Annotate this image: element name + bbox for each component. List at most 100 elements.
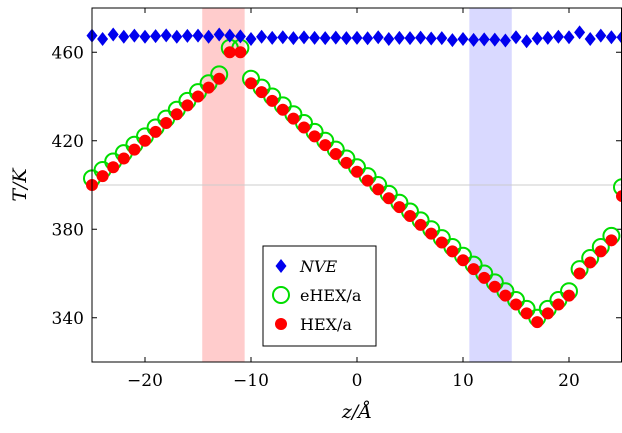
data-point [531,31,543,46]
data-point [457,31,469,46]
data-point [436,31,448,46]
data-point [287,31,299,46]
data-point [340,156,353,169]
data-point [150,29,162,44]
x-tick-label: 20 [558,371,580,391]
data-point [616,190,622,203]
data-point [446,33,458,48]
data-point [563,30,575,45]
legend-marker [275,259,287,273]
data-point [393,201,406,214]
data-point [245,77,257,90]
data-point [128,28,140,43]
data-point [361,174,374,187]
series-nve [86,25,622,49]
legend-marker [275,318,287,330]
data-point [160,117,173,130]
data-point [478,32,490,47]
data-point [478,271,491,284]
data-point [372,30,384,45]
data-point [329,148,342,161]
data-point [266,30,278,45]
data-point [224,28,236,43]
data-point [489,32,501,47]
data-point [542,30,554,45]
data-point [372,183,385,196]
data-point [404,209,416,222]
data-point [192,90,204,103]
y-tick-label: 340 [52,309,84,329]
data-point [499,289,512,302]
data-point [181,99,194,112]
data-point [573,267,586,280]
legend-label: NVE [299,257,338,276]
data-point [362,31,374,46]
data-point [616,30,622,45]
data-point [531,316,544,329]
data-point [213,72,226,85]
legend-label: HEX/a [300,315,352,334]
data-point [256,29,268,44]
data-point [287,112,300,125]
data-marks [83,25,622,329]
data-point [552,298,565,311]
data-point [435,236,448,249]
data-point [139,134,151,147]
data-point [574,25,586,40]
data-point [584,256,597,269]
legend-marker [272,286,290,304]
data-point [340,31,352,46]
x-tick-label: 0 [352,371,363,391]
data-point [488,280,501,293]
data-point [139,29,151,44]
data-point [613,178,622,197]
data-point [203,29,215,44]
data-point [414,218,427,231]
data-point [277,30,289,45]
data-point [213,27,225,42]
data-point [255,86,268,99]
data-point [468,32,480,47]
y-tick-label: 420 [52,132,84,152]
data-point [541,307,554,320]
data-point [382,192,395,205]
data-point [97,31,109,46]
legend: NVE eHEX/a HEX/a [262,245,377,347]
data-point [584,31,596,46]
data-point [308,130,321,143]
data-point [351,30,363,45]
data-point [351,165,363,178]
y-axis-label: T/K [9,167,31,202]
data-point [128,143,141,156]
data-point [499,33,511,48]
data-point [383,31,395,46]
data-point [234,46,247,59]
legend-label: eHEX/a [300,286,362,305]
x-tick-label: −20 [127,371,163,391]
y-tick-label: 380 [52,220,84,240]
data-point [170,108,183,121]
data-point [595,28,607,43]
data-point [149,125,162,138]
axis-ticks [92,8,621,362]
data-point [521,34,533,49]
data-point [298,121,310,134]
data-point [319,31,331,46]
x-axis-label: z/Å [341,401,372,423]
data-point [510,30,522,45]
data-point [160,28,172,43]
data-point [309,30,321,45]
data-point [202,81,215,94]
data-point [276,103,289,116]
data-point [107,27,119,42]
tick-labels: −20 −10 0 10 20 340 380 420 460 [52,43,580,391]
data-point [266,94,279,107]
data-point [594,245,607,258]
data-point [245,31,257,46]
data-point [96,170,109,183]
data-point [605,234,618,247]
series-hex-a [86,46,622,329]
data-point [425,227,438,240]
data-point [171,29,183,44]
